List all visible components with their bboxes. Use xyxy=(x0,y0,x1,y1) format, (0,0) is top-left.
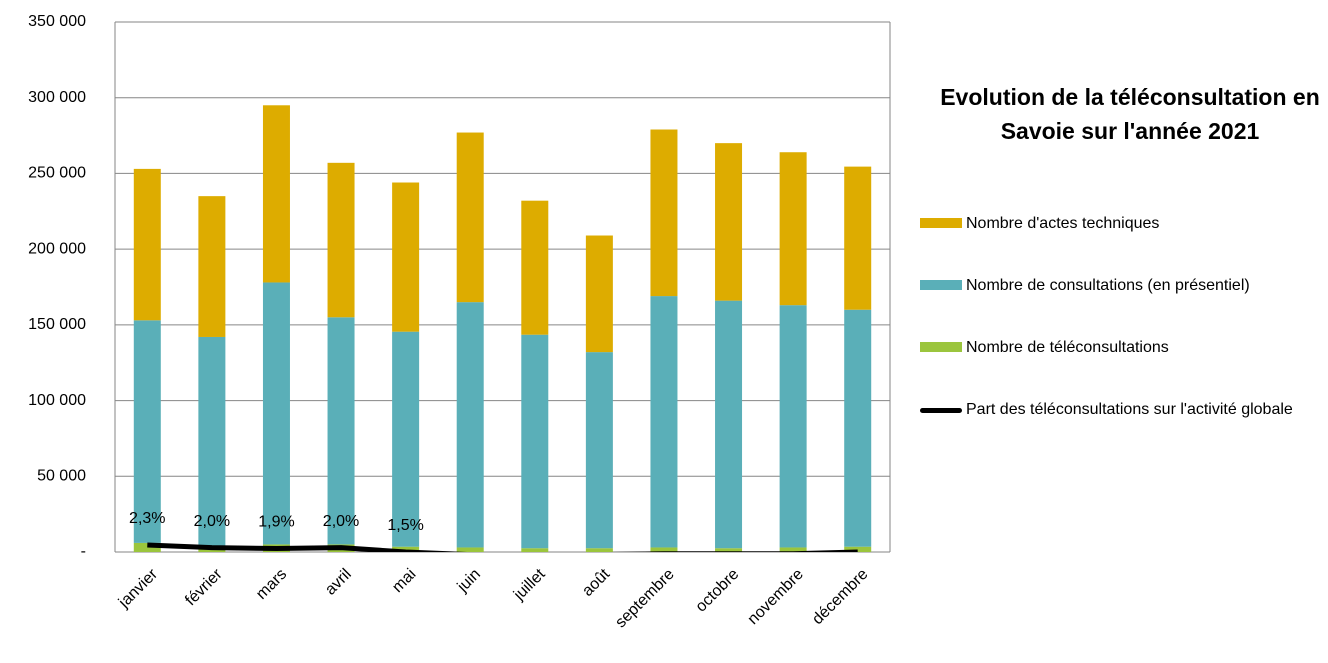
bar-segment xyxy=(392,182,420,332)
bar-segment xyxy=(456,132,484,303)
legend-swatch xyxy=(920,408,962,413)
bar-segment xyxy=(392,331,420,547)
legend-item: Part des téléconsultations sur l'activit… xyxy=(920,396,1320,458)
y-tick-label: 50 000 xyxy=(37,468,86,485)
x-tick-label: mars xyxy=(253,566,290,603)
data-label: 2,3% xyxy=(129,510,165,527)
bar-segment xyxy=(198,196,226,337)
data-label: 1,5% xyxy=(387,517,423,534)
bar-segment xyxy=(133,320,161,543)
bar-segment xyxy=(521,200,549,335)
data-label: 1,9% xyxy=(258,514,294,531)
y-tick-label: 200 000 xyxy=(28,240,86,257)
legend-swatch xyxy=(920,280,962,290)
line-series xyxy=(147,542,858,552)
x-tick-label: janvier xyxy=(115,565,162,612)
legend-label: Part des téléconsultations sur l'activit… xyxy=(966,401,1293,418)
bar-segment xyxy=(585,235,613,353)
legend-item: Nombre de téléconsultations xyxy=(920,334,1320,396)
bar-segment xyxy=(715,143,743,301)
bar-segment xyxy=(327,317,355,545)
bar-segment xyxy=(779,547,807,552)
legend: Nombre d'actes techniques Nombre de consu… xyxy=(920,210,1320,458)
legend-label: Nombre d'actes techniques xyxy=(966,215,1160,232)
legend-swatch xyxy=(920,218,962,228)
data-label: 2,0% xyxy=(323,513,359,530)
bar-segment xyxy=(262,282,290,545)
x-tick-label: mai xyxy=(389,566,419,596)
legend-item: Nombre d'actes techniques xyxy=(920,210,1320,272)
bar-segment xyxy=(456,302,484,548)
bar-segment xyxy=(650,547,678,552)
bar-segment xyxy=(585,548,613,552)
x-tick-label: décembre xyxy=(809,566,871,628)
y-tick-label: 150 000 xyxy=(28,316,86,333)
x-tick-label: septembre xyxy=(612,566,678,632)
y-tick-label: - xyxy=(81,543,86,560)
legend-label: Nombre de consultations (en présentiel) xyxy=(966,277,1250,294)
y-tick-label: 350 000 xyxy=(28,13,86,30)
bar-segment xyxy=(456,547,484,552)
bar-segment xyxy=(715,300,743,549)
x-tick-label: novembre xyxy=(745,566,807,628)
bar-segment xyxy=(650,129,678,297)
legend-swatch xyxy=(920,342,962,352)
x-tick-label: octobre xyxy=(693,566,743,616)
bar-segment xyxy=(198,336,226,546)
data-label: 2,0% xyxy=(194,513,230,530)
y-tick-label: 250 000 xyxy=(28,165,86,182)
bar-segment xyxy=(585,352,613,549)
x-tick-label: juillet xyxy=(510,565,549,604)
bar-segment xyxy=(844,546,872,552)
chart-title: Evolution de la téléconsultation en Savo… xyxy=(940,84,1320,144)
bar-segment xyxy=(650,296,678,548)
bar-segment xyxy=(392,546,420,552)
bar-segment xyxy=(262,105,290,283)
x-tick-label: février xyxy=(182,565,226,609)
x-tick-label: avril xyxy=(322,566,355,599)
bar-segment xyxy=(844,166,872,310)
y-tick-label: 100 000 xyxy=(28,392,86,409)
y-tick-label: 300 000 xyxy=(28,89,86,106)
bar-segment xyxy=(521,334,549,549)
bar-segment xyxy=(715,548,743,552)
x-tick-label: août xyxy=(579,565,613,599)
bar-segment xyxy=(133,168,161,321)
bar-segment xyxy=(779,305,807,548)
bar-segment xyxy=(521,548,549,552)
legend-label: Nombre de téléconsultations xyxy=(966,339,1169,356)
x-tick-label: juin xyxy=(454,566,484,596)
bar-segment xyxy=(327,162,355,318)
legend-item: Nombre de consultations (en présentiel) xyxy=(920,272,1320,334)
bar-segment xyxy=(844,309,872,547)
bar-segment xyxy=(779,152,807,306)
